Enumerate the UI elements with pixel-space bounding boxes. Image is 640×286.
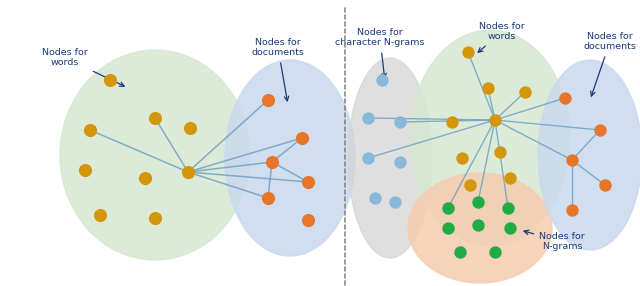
Ellipse shape	[538, 60, 640, 250]
Point	[483, 86, 493, 90]
Point	[267, 160, 277, 164]
Point	[505, 176, 515, 180]
Point	[363, 116, 373, 120]
Point	[395, 160, 405, 164]
Point	[465, 183, 475, 187]
Point	[370, 196, 380, 200]
Point	[600, 183, 610, 187]
Ellipse shape	[408, 173, 552, 283]
Point	[185, 126, 195, 130]
Point	[595, 128, 605, 132]
Point	[503, 206, 513, 210]
Point	[443, 226, 453, 230]
Point	[473, 200, 483, 204]
Point	[303, 180, 313, 184]
Point	[263, 196, 273, 200]
Point	[377, 78, 387, 82]
Point	[495, 150, 505, 154]
Text: Nodes for
words: Nodes for words	[42, 48, 124, 86]
Point	[490, 118, 500, 122]
Point	[390, 200, 400, 204]
Point	[520, 90, 530, 94]
Point	[85, 128, 95, 132]
Point	[395, 120, 405, 124]
Point	[150, 216, 160, 220]
Text: Nodes for
character N-grams: Nodes for character N-grams	[335, 28, 425, 78]
Point	[457, 156, 467, 160]
Ellipse shape	[60, 50, 250, 260]
Point	[363, 156, 373, 160]
Point	[490, 250, 500, 254]
Point	[95, 213, 105, 217]
Text: Nodes for
documents: Nodes for documents	[584, 32, 636, 96]
Point	[463, 50, 473, 54]
Ellipse shape	[348, 58, 432, 258]
Text: Nodes for
words: Nodes for words	[478, 22, 525, 52]
Point	[505, 226, 515, 230]
Point	[183, 170, 193, 174]
Point	[140, 176, 150, 180]
Point	[297, 136, 307, 140]
Text: Nodes for
documents: Nodes for documents	[252, 38, 305, 101]
Point	[263, 98, 273, 102]
Point	[567, 158, 577, 162]
Point	[443, 206, 453, 210]
Point	[80, 168, 90, 172]
Point	[567, 208, 577, 212]
Text: Nodes for
N-grams: Nodes for N-grams	[524, 230, 585, 251]
Point	[105, 78, 115, 82]
Point	[150, 116, 160, 120]
Point	[473, 223, 483, 227]
Ellipse shape	[225, 60, 355, 256]
Point	[447, 120, 457, 124]
Point	[455, 250, 465, 254]
Point	[560, 96, 570, 100]
Point	[303, 218, 313, 222]
Ellipse shape	[410, 30, 570, 246]
